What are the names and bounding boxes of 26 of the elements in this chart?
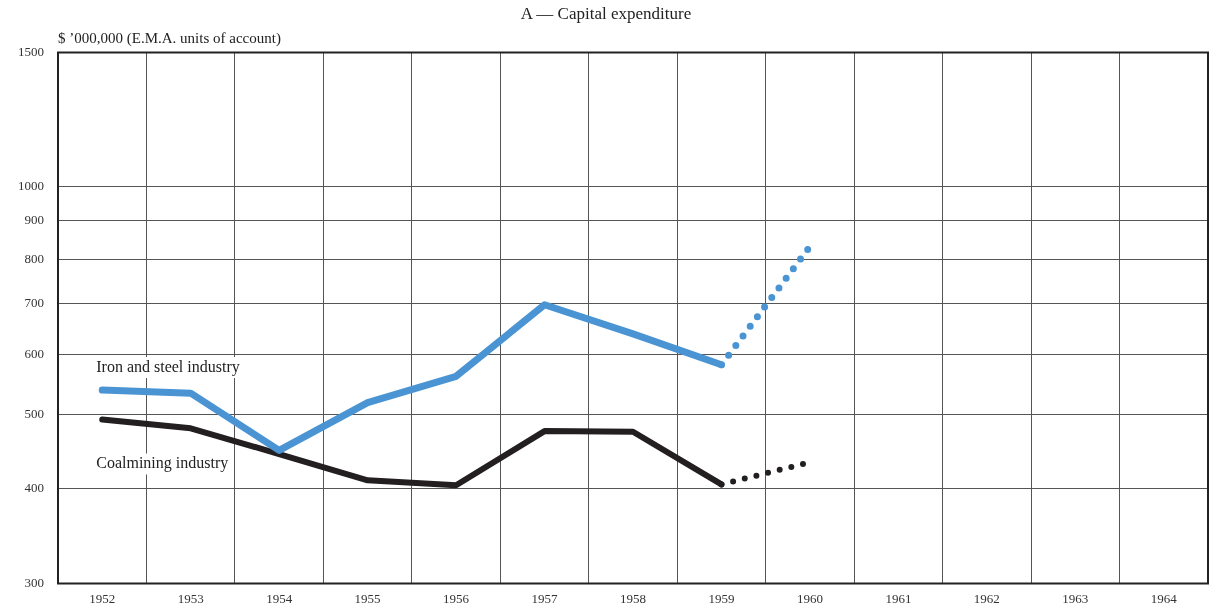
chart-title: A — Capital expenditure bbox=[520, 3, 692, 23]
x-tick-label: 1964 bbox=[1150, 590, 1178, 606]
series-label: Iron and steel industry bbox=[96, 358, 240, 377]
x-tick-label: 1953 bbox=[177, 590, 204, 606]
x-tick-label: 1958 bbox=[620, 590, 646, 606]
x-tick-label: 1961 bbox=[885, 590, 912, 606]
series-label: Coalmining industry bbox=[96, 453, 229, 472]
y-tick-label: 800 bbox=[24, 251, 44, 267]
x-tick-label: 1955 bbox=[354, 590, 381, 606]
y-tick-label: 1000 bbox=[18, 177, 44, 193]
x-tick-label: 1959 bbox=[708, 590, 735, 606]
y-tick-label: 400 bbox=[24, 479, 44, 495]
x-tick-label: 1956 bbox=[443, 590, 470, 606]
y-tick-label: 700 bbox=[24, 295, 44, 311]
x-tick-label: 1954 bbox=[266, 590, 293, 606]
y-axis-title: $ ’000,000 (E.M.A. units of account) bbox=[58, 29, 281, 47]
y-tick-label: 900 bbox=[24, 212, 44, 228]
x-tick-label: 1962 bbox=[973, 590, 1000, 606]
y-tick-label: 500 bbox=[24, 406, 44, 422]
y-tick-label: 1500 bbox=[18, 43, 44, 59]
x-tick-label: 1963 bbox=[1062, 590, 1089, 606]
x-tick-label: 1960 bbox=[796, 590, 823, 606]
y-tick-label: 300 bbox=[24, 574, 44, 590]
x-tick-label: 1952 bbox=[89, 590, 116, 606]
y-tick-label: 600 bbox=[24, 346, 44, 362]
x-tick-label: 1957 bbox=[531, 590, 559, 606]
